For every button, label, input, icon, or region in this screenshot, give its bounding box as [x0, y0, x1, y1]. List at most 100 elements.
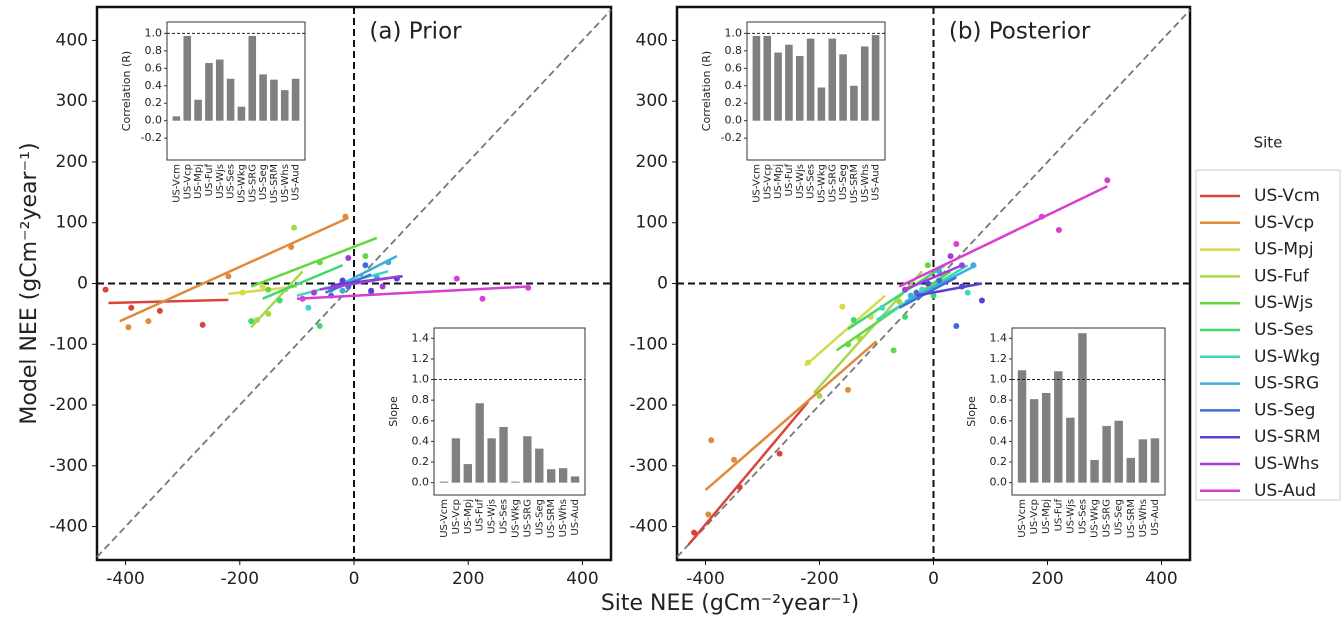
y-tick-label: 0.4: [990, 434, 1008, 447]
x-tick-label: -200: [800, 569, 839, 589]
x-tick-label: US-Mpj: [773, 164, 784, 199]
bar: [860, 46, 869, 121]
x-tick-label: US-Wjs: [795, 164, 806, 199]
bar: [291, 78, 300, 121]
data-point: [368, 287, 375, 294]
data-point: [259, 283, 266, 290]
y-tick-label: -200: [629, 395, 668, 415]
x-tick-label: US-Fuf: [475, 499, 486, 532]
data-point: [379, 283, 386, 290]
x-tick-label: US-Wkg: [1090, 499, 1101, 538]
bar: [763, 35, 772, 121]
data-point: [776, 450, 783, 457]
x-tick-label: US-SRG: [827, 164, 838, 202]
x-tick-label: US-SRM: [1126, 499, 1137, 538]
x-tick-label: 400: [1145, 569, 1177, 589]
x-tick-label: 200: [1031, 569, 1063, 589]
data-point: [145, 318, 152, 325]
data-point: [248, 318, 255, 325]
data-point: [291, 224, 298, 231]
x-tick-label: US-Fuf: [1053, 499, 1064, 532]
x-tick-label: US-SRM: [269, 164, 280, 203]
x-tick-label: US-SRG: [1102, 499, 1113, 537]
data-point: [924, 280, 931, 287]
y-tick-label: 0.4: [412, 434, 430, 447]
y-tick-label: 0.6: [725, 61, 743, 74]
inset-y-label: Correlation (R): [700, 51, 713, 131]
data-point: [936, 268, 943, 275]
data-point: [276, 297, 283, 304]
data-point: [845, 386, 851, 393]
bar: [795, 56, 804, 121]
y-tick-label: 400: [636, 30, 668, 50]
bar: [172, 116, 181, 121]
x-tick-label: US-SRG: [522, 499, 533, 537]
data-point: [128, 304, 135, 311]
x-tick-label: US-Whs: [280, 164, 291, 202]
x-tick-label: US-Vcm: [439, 499, 450, 538]
fit-line: [898, 185, 1108, 288]
x-tick-label: US-Ses: [806, 164, 817, 199]
x-tick-label: US-Vcp: [762, 164, 773, 199]
data-point: [1104, 177, 1111, 184]
x-tick-label: US-Vcm: [171, 164, 182, 203]
legend-label: US-Whs: [1254, 454, 1319, 474]
data-point: [936, 277, 943, 284]
x-tick-label: US-Ses: [499, 499, 510, 534]
x-tick-label: US-Aud: [1150, 499, 1161, 536]
inset-y-label: Slope: [965, 396, 978, 427]
y-tick-label: 0.6: [145, 61, 163, 74]
y-tick-label: 0.0: [990, 476, 1008, 489]
bar: [1041, 392, 1051, 483]
y-tick-label: 0.4: [145, 79, 163, 92]
x-tick-label: US-Wkg: [510, 499, 521, 538]
bar: [463, 464, 472, 483]
bar: [1066, 417, 1075, 483]
x-tick-label: US-Wjs: [215, 164, 226, 199]
y-tick-label: 0.8: [412, 393, 430, 406]
data-point: [362, 253, 369, 260]
y-tick-label: 1.0: [145, 26, 163, 39]
data-point: [102, 286, 109, 293]
fit-line: [119, 216, 349, 323]
bar: [183, 35, 192, 121]
y-tick-label: 200: [636, 152, 668, 172]
data-point: [816, 392, 823, 399]
x-tick-label: US-Wjs: [1065, 499, 1076, 534]
bar: [1114, 420, 1123, 483]
bar: [785, 44, 793, 121]
y-tick-label: -0.2: [141, 131, 162, 144]
data-point: [850, 316, 857, 323]
data-point: [305, 304, 312, 311]
legend-label: US-Mpj: [1254, 240, 1314, 260]
y-tick-label: 0.2: [725, 96, 743, 109]
fit-line: [262, 264, 344, 300]
y-tick-label: 1.2: [990, 352, 1008, 365]
bar: [270, 79, 278, 121]
x-tick-label: US-Wjs: [487, 499, 498, 534]
x-tick-label: US-Aud: [291, 164, 302, 201]
bar: [237, 106, 246, 121]
x-tick-label: US-Seg: [1114, 499, 1125, 535]
y-tick-label: 0.2: [145, 96, 163, 109]
data-point: [978, 297, 985, 304]
bar: [248, 35, 257, 121]
data-point: [316, 323, 323, 330]
bar: [1102, 425, 1111, 483]
bar: [194, 99, 202, 121]
legend-label: US-Ses: [1254, 320, 1314, 340]
bar: [499, 426, 508, 483]
x-tick-label: 200: [452, 569, 484, 589]
bar: [226, 78, 235, 121]
data-point: [311, 289, 318, 296]
x-tick-label: US-Vcm: [1017, 499, 1028, 538]
data-point: [156, 307, 163, 314]
legend-label: US-Wjs: [1254, 293, 1313, 313]
x-tick-label: US-Wkg: [236, 164, 247, 203]
panel-title: (b) Posterior: [949, 19, 1091, 45]
y-tick-label: 200: [56, 152, 88, 172]
data-point: [199, 321, 206, 328]
fit-line: [847, 264, 946, 331]
y-tick-label: 300: [56, 91, 88, 111]
fit-line: [108, 298, 229, 305]
